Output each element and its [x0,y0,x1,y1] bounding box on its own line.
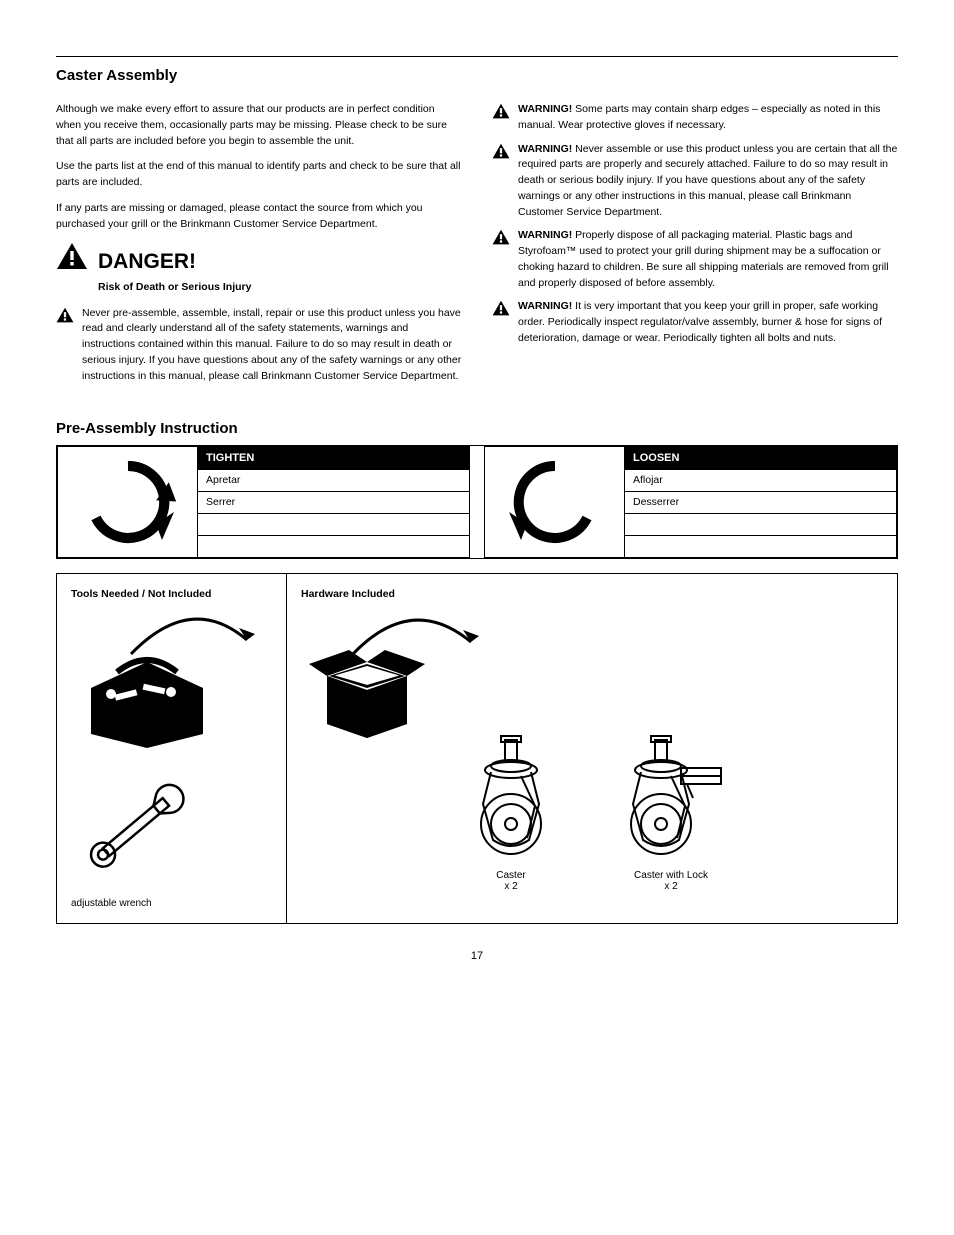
tighten-header: TIGHTEN [198,447,469,469]
warning-body: Never assemble or use this product unles… [518,143,897,218]
right-column: WARNING! Some parts may contain sharp ed… [492,102,898,392]
wrench-icon [71,762,272,892]
left-column: Although we make every effort to assure … [56,102,462,392]
danger-block: DANGER! Risk of Death or Serious Injury [56,242,462,295]
loosen-header: LOOSEN [625,447,896,469]
wrench-label: adjustable wrench [71,898,272,909]
table-row [198,513,469,535]
right-warning-1-text: WARNING! Some parts may contain sharp ed… [518,102,898,134]
parts-hardware-box: Tools Needed / Not Included [56,573,898,924]
left-para-2: Use the parts list at the end of this ma… [56,159,462,191]
table-row: Desserrer [625,491,896,513]
table-row: Aflojar [625,469,896,491]
left-para-1: Although we make every effort to assure … [56,102,462,149]
table-row: Serrer [198,491,469,513]
loosen-term-table: LOOSEN Aflojar Desserrer [625,447,896,557]
right-warning-2-text: WARNING! Never assemble or use this prod… [518,142,898,221]
left-para-3: If any parts are missing or damaged, ple… [56,201,462,233]
warning-triangle-icon [492,103,510,119]
warning-body: Some parts may contain sharp edges – esp… [518,103,880,131]
page-title: Caster Assembly [56,67,898,84]
tighten-term-table: TIGHTEN Apretar Serrer [198,447,469,557]
warning-label: WARNING! [518,143,572,155]
hardware-included-heading: Hardware Included [301,588,883,600]
left-warning-1: Never pre-assemble, assemble, install, r… [56,306,462,385]
warning-label: WARNING! [518,229,572,241]
caster-lock-qty: x 2 [664,881,677,892]
warning-triangle-icon [492,229,510,245]
top-rule [56,56,898,57]
caster-icon [461,734,561,864]
table-row: Apretar [198,469,469,491]
pre-assembly-heading: Pre-Assembly Instruction [56,420,898,437]
right-warning-3: WARNING! Properly dispose of all packagi… [492,228,898,291]
caster-lock-label: Caster with Lock [634,870,708,881]
table-row [198,535,469,557]
warning-label: WARNING! [518,103,572,115]
warning-body: It is very important that you keep your … [518,300,882,344]
warning-label: WARNING! [518,300,572,312]
right-warning-4-text: WARNING! It is very important that you k… [518,299,898,346]
tools-needed-panel: Tools Needed / Not Included [57,574,287,923]
danger-subtitle: Risk of Death or Serious Injury [98,280,251,296]
caster-row: Caster x 2 [301,734,883,892]
tools-needed-heading: Tools Needed / Not Included [71,588,272,600]
caster-plain-item: Caster x 2 [461,734,561,892]
warning-triangle-icon [492,143,510,159]
counter-clockwise-arrow-icon [485,447,625,557]
caster-lock-icon [611,734,731,864]
warning-triangle-icon [492,300,510,316]
left-warning-1-text: Never pre-assemble, assemble, install, r… [82,306,462,385]
right-warning-2: WARNING! Never assemble or use this prod… [492,142,898,221]
terminology-tables: TIGHTEN Apretar Serrer LOOSEN Aflojar De… [56,445,898,559]
right-warning-4: WARNING! It is very important that you k… [492,299,898,346]
hardware-included-panel: Hardware Included [287,574,897,923]
caster-plain-qty: x 2 [504,881,517,892]
clockwise-arrow-icon [58,447,198,557]
caster-plain-label: Caster [496,870,525,881]
warning-triangle-icon [56,242,88,270]
table-row [625,513,896,535]
page-number: 17 [56,950,898,962]
danger-word: DANGER! [98,246,251,278]
warning-body: Properly dispose of all packaging materi… [518,229,889,288]
table-row [625,535,896,557]
two-column-body: Although we make every effort to assure … [56,102,898,392]
caster-lock-item: Caster with Lock x 2 [611,734,731,892]
warning-triangle-icon [56,307,74,323]
tighten-table: TIGHTEN Apretar Serrer [57,446,470,558]
right-warning-1: WARNING! Some parts may contain sharp ed… [492,102,898,134]
loosen-table: LOOSEN Aflojar Desserrer [484,446,897,558]
right-warning-3-text: WARNING! Properly dispose of all packagi… [518,228,898,291]
